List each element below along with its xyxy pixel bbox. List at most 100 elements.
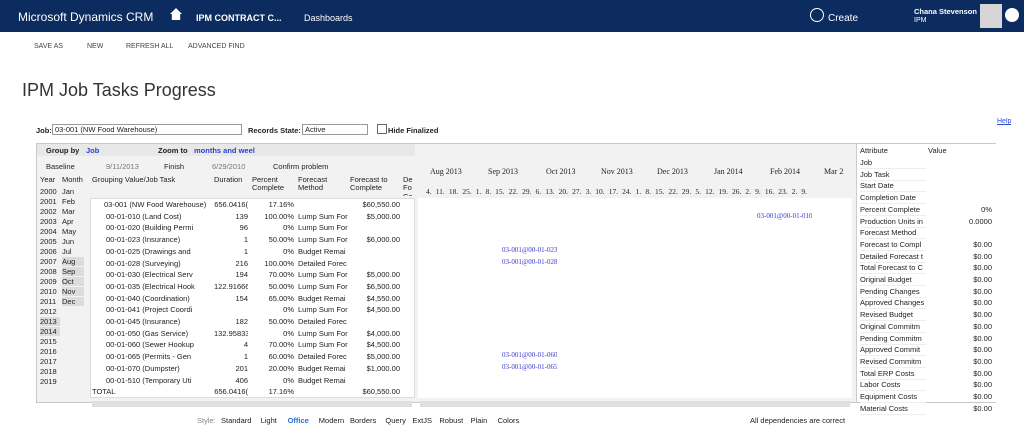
toolbar-button[interactable]: SAVE AS: [34, 43, 64, 50]
brand[interactable]: Microsoft Dynamics CRM: [18, 10, 154, 24]
zoom-value[interactable]: months and weel: [194, 146, 255, 155]
year-item[interactable]: 2019: [40, 377, 57, 386]
attr-name: Job: [860, 158, 926, 169]
baseline-button[interactable]: Baseline: [46, 162, 75, 171]
year-item[interactable]: 2004: [40, 227, 57, 236]
create-icon[interactable]: [810, 8, 824, 22]
toolbar-button[interactable]: REFRESH ALL: [126, 43, 174, 50]
forecast-method: Detailed Forec: [298, 258, 347, 268]
style-option[interactable]: Query: [385, 416, 406, 425]
style-option[interactable]: Office: [287, 416, 309, 425]
month-item[interactable]: Apr: [62, 217, 74, 226]
percent-complete: 0%: [283, 305, 294, 315]
finish-button[interactable]: Finish: [164, 162, 185, 171]
group-label: Group by: [46, 146, 80, 155]
task-name[interactable]: 00-01-025 (Drawings and: [106, 246, 191, 256]
attr-value: $0.00: [973, 251, 992, 261]
year-item[interactable]: 2015: [40, 337, 57, 346]
duration: 656.0416(: [214, 387, 248, 397]
year-item[interactable]: 2016: [40, 347, 57, 356]
year-item[interactable]: 2012: [40, 307, 57, 316]
percent-complete: 17.16%: [268, 200, 294, 209]
style-option[interactable]: ExtJS: [412, 416, 432, 425]
state-select[interactable]: Active: [302, 124, 368, 135]
year-item[interactable]: 2017: [40, 357, 57, 366]
style-option[interactable]: Plain: [470, 416, 488, 425]
style-option[interactable]: Modern: [318, 416, 345, 425]
year-item[interactable]: 2003: [40, 217, 57, 226]
area[interactable]: Dashboards: [304, 13, 353, 23]
year-item[interactable]: 2000: [40, 187, 57, 196]
toolbar-button[interactable]: NEW: [87, 43, 104, 50]
attr-value: $0.00: [973, 263, 992, 273]
year-item[interactable]: 2006: [40, 247, 57, 256]
task-name[interactable]: 00-01-030 (Electrical Serv: [106, 270, 193, 280]
month-item[interactable]: Sep: [62, 267, 84, 276]
task-name[interactable]: 00-01-010 (Land Cost): [106, 211, 182, 221]
year-item[interactable]: 2009: [40, 277, 57, 286]
hide-checkbox[interactable]: [377, 124, 387, 134]
year-item[interactable]: 2007: [40, 257, 57, 266]
task-name[interactable]: 00-01-045 (Insurance): [106, 317, 181, 326]
task-name[interactable]: 00-01-070 (Dumpster): [106, 363, 180, 373]
forecast-method: Lump Sum For: [298, 235, 348, 245]
month-item[interactable]: Jul: [62, 247, 72, 256]
attr-value: 0%: [981, 204, 992, 214]
style-option[interactable]: Standard: [221, 416, 252, 425]
create[interactable]: Create: [828, 13, 859, 24]
month-item[interactable]: Aug: [62, 257, 84, 266]
month-item[interactable]: Jun: [62, 237, 75, 246]
gantt-label: 03-001@00-01-060: [502, 351, 558, 360]
percent-complete: 60.00%: [268, 352, 294, 362]
help-link[interactable]: Help: [997, 118, 1012, 125]
year-item[interactable]: 2002: [40, 207, 57, 216]
year-item[interactable]: 2010: [40, 287, 57, 296]
toolbar-button[interactable]: ADVANCED FIND: [188, 43, 245, 50]
month-item[interactable]: Feb: [62, 197, 75, 206]
task-name[interactable]: 00-01-060 (Sewer Hookup: [106, 340, 194, 350]
month-item[interactable]: Dec: [62, 297, 84, 306]
entity[interactable]: IPM CONTRACT C...: [196, 13, 282, 23]
forecast-to-complete: $6,500.00: [366, 281, 400, 291]
month-item[interactable]: May: [62, 227, 77, 236]
user-name[interactable]: Chana Stevenson: [914, 7, 977, 16]
month-item[interactable]: Mar: [62, 207, 75, 216]
year-item[interactable]: 2008: [40, 267, 57, 276]
task-name[interactable]: 00-01-040 (Coordination): [106, 293, 190, 303]
task-name[interactable]: 00-01-023 (Insurance): [106, 235, 181, 245]
month-item[interactable]: Nov: [62, 287, 84, 296]
style-option[interactable]: Colors: [497, 416, 520, 425]
year-item[interactable]: 2013: [40, 317, 60, 326]
year-item[interactable]: 2014: [40, 327, 60, 336]
task-name[interactable]: 00-01-510 (Temporary Uti: [106, 375, 192, 385]
style-option[interactable]: Borders: [350, 416, 377, 425]
attr-value: $0.00: [973, 275, 992, 284]
job-select[interactable]: 03-001 (NW Food Warehouse): [52, 124, 242, 135]
year-item[interactable]: 2018: [40, 367, 57, 376]
task-name[interactable]: 00-01-035 (Electrical Hook: [106, 281, 195, 291]
group-value[interactable]: Job: [86, 146, 100, 155]
forecast-to-complete: $5,000.00: [366, 211, 400, 221]
settings[interactable]: [1005, 8, 1019, 22]
task-name[interactable]: 03-001 (NW Food Warehouse): [104, 200, 207, 209]
percent-complete: 17.16%: [268, 387, 294, 397]
year-item[interactable]: 2001: [40, 197, 57, 206]
confirm-button[interactable]: Confirm problem: [273, 162, 329, 171]
gantt-label: 03-001@00-01-028: [502, 257, 558, 266]
task-name[interactable]: 00-01-065 (Permits - Gen: [106, 352, 192, 362]
year-item[interactable]: 2011: [40, 297, 57, 306]
task-name[interactable]: 00-01-020 (Building Permi: [106, 223, 194, 233]
style-option[interactable]: Robust: [439, 416, 464, 425]
task-name[interactable]: 00-01-028 (Surveying): [106, 258, 181, 268]
avatar[interactable]: [980, 4, 1002, 28]
home-icon[interactable]: [170, 8, 182, 20]
forecast-method: Budget Remai: [298, 375, 346, 385]
column-header: Grouping Value/Job Task: [92, 176, 176, 184]
task-name[interactable]: TOTAL: [92, 387, 116, 397]
task-name[interactable]: 00-01-050 (Gas Service): [106, 328, 189, 338]
year-item[interactable]: 2005: [40, 237, 57, 246]
task-name[interactable]: 00-01-041 (Project Coordi: [106, 305, 193, 315]
month-item[interactable]: Jan: [62, 187, 75, 196]
style-option[interactable]: Light: [260, 416, 277, 425]
month-item[interactable]: Oct: [62, 277, 84, 286]
